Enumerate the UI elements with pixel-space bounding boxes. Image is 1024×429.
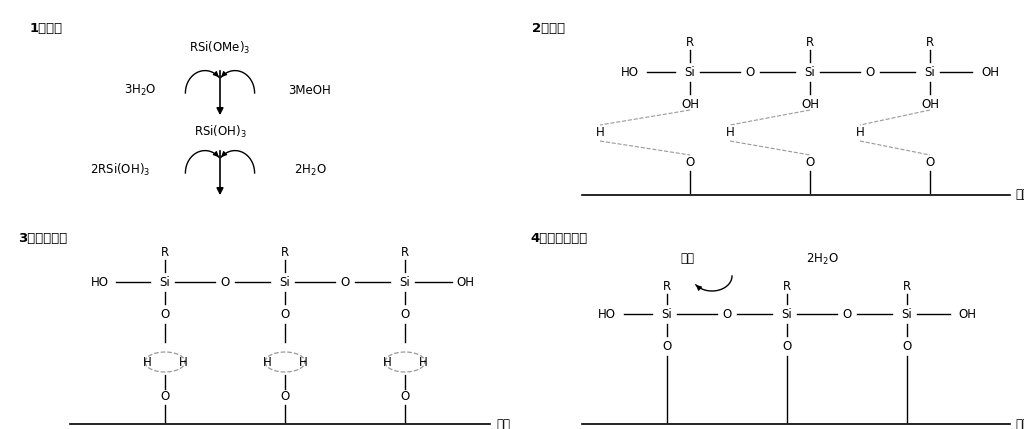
- Text: 3H$_2$O: 3H$_2$O: [124, 82, 156, 97]
- Text: 3MeOH: 3MeOH: [289, 84, 332, 97]
- Text: O: O: [400, 308, 410, 320]
- Text: 1）水解: 1）水解: [30, 22, 63, 35]
- Text: Si: Si: [781, 308, 793, 320]
- Text: H: H: [383, 356, 391, 369]
- Text: O: O: [722, 308, 731, 320]
- Text: O: O: [745, 66, 755, 79]
- Text: O: O: [843, 308, 852, 320]
- Text: R: R: [663, 280, 671, 293]
- Text: R: R: [161, 245, 169, 259]
- Text: O: O: [663, 339, 672, 353]
- Text: 2RSi(OH)$_3$: 2RSi(OH)$_3$: [90, 162, 151, 178]
- Text: O: O: [685, 157, 694, 169]
- Text: O: O: [161, 390, 170, 404]
- Text: O: O: [926, 157, 935, 169]
- Text: H: H: [596, 127, 604, 139]
- Text: O: O: [161, 308, 170, 320]
- Text: H: H: [178, 356, 187, 369]
- Text: H: H: [299, 356, 307, 369]
- Text: 2H$_2$O: 2H$_2$O: [294, 163, 327, 178]
- Text: O: O: [902, 339, 911, 353]
- Text: 加热: 加热: [680, 253, 694, 266]
- Text: 基材: 基材: [1015, 417, 1024, 429]
- Text: O: O: [400, 390, 410, 404]
- Text: HO: HO: [598, 308, 616, 320]
- Text: O: O: [865, 66, 874, 79]
- Text: R: R: [686, 36, 694, 48]
- Text: O: O: [340, 275, 349, 288]
- Text: 基材: 基材: [496, 417, 510, 429]
- Text: O: O: [281, 390, 290, 404]
- Text: OH: OH: [921, 97, 939, 111]
- Text: 2H$_2$O: 2H$_2$O: [806, 251, 839, 266]
- Text: HO: HO: [621, 66, 639, 79]
- Text: OH: OH: [801, 97, 819, 111]
- Text: O: O: [281, 308, 290, 320]
- Text: O: O: [782, 339, 792, 353]
- Text: Si: Si: [160, 275, 170, 288]
- Text: R: R: [281, 245, 289, 259]
- Text: 3）形成氢键: 3）形成氢键: [18, 232, 68, 245]
- Text: Si: Si: [925, 66, 935, 79]
- Text: H: H: [726, 127, 734, 139]
- Text: Si: Si: [901, 308, 912, 320]
- Text: OH: OH: [681, 97, 699, 111]
- Text: O: O: [805, 157, 815, 169]
- Text: HO: HO: [91, 275, 109, 288]
- Text: OH: OH: [958, 308, 976, 320]
- Text: R: R: [783, 280, 792, 293]
- Text: Si: Si: [399, 275, 411, 288]
- Text: OH: OH: [456, 275, 474, 288]
- Text: R: R: [401, 245, 409, 259]
- Text: 基材: 基材: [1015, 188, 1024, 202]
- Text: R: R: [903, 280, 911, 293]
- Text: H: H: [419, 356, 427, 369]
- Text: H: H: [142, 356, 152, 369]
- Text: RSi(OMe)$_3$: RSi(OMe)$_3$: [189, 40, 251, 56]
- Text: Si: Si: [805, 66, 815, 79]
- Text: R: R: [926, 36, 934, 48]
- Text: Si: Si: [280, 275, 291, 288]
- Text: OH: OH: [981, 66, 999, 79]
- Text: 2）缩合: 2）缩合: [532, 22, 565, 35]
- Text: RSi(OH)$_3$: RSi(OH)$_3$: [194, 124, 247, 140]
- Text: Si: Si: [662, 308, 673, 320]
- Text: R: R: [806, 36, 814, 48]
- Text: H: H: [856, 127, 864, 139]
- Text: H: H: [262, 356, 271, 369]
- Text: 4）形成共价键: 4）形成共价键: [530, 232, 587, 245]
- Text: Si: Si: [685, 66, 695, 79]
- Text: O: O: [220, 275, 229, 288]
